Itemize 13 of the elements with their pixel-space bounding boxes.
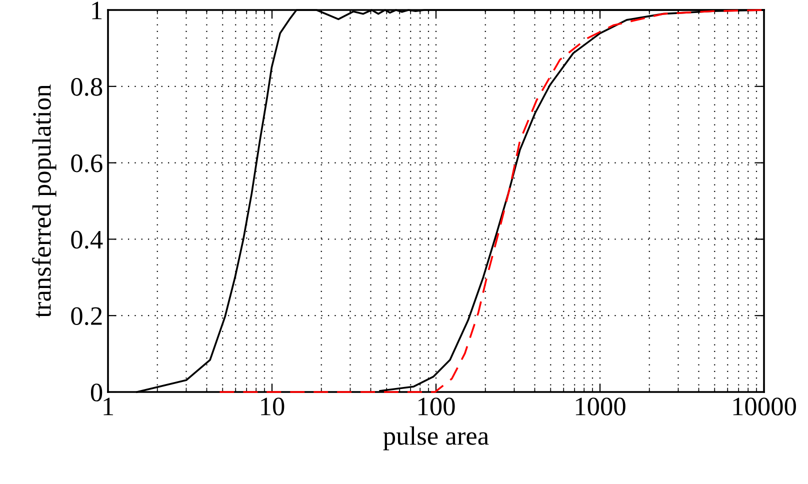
- y-axis-title: transferred population: [32, 84, 56, 318]
- y-tick-label: 0.8: [71, 78, 102, 96]
- y-tick-label: 0.4: [71, 230, 103, 249]
- y-tick-label: 1: [92, 2, 102, 20]
- y-tick-label: 0: [90, 384, 102, 402]
- x-tick-label: 10000: [733, 398, 796, 416]
- x-tick-label: 100: [418, 398, 455, 416]
- x-axis-title: pulse area: [383, 426, 489, 450]
- y-tick-label: 0.2: [71, 307, 102, 326]
- x-tick-label: 1: [104, 398, 114, 416]
- x-tick-label: 1000: [576, 398, 626, 416]
- x-tick-label: 10: [261, 398, 284, 416]
- y-tick-label: 0.6: [71, 154, 102, 172]
